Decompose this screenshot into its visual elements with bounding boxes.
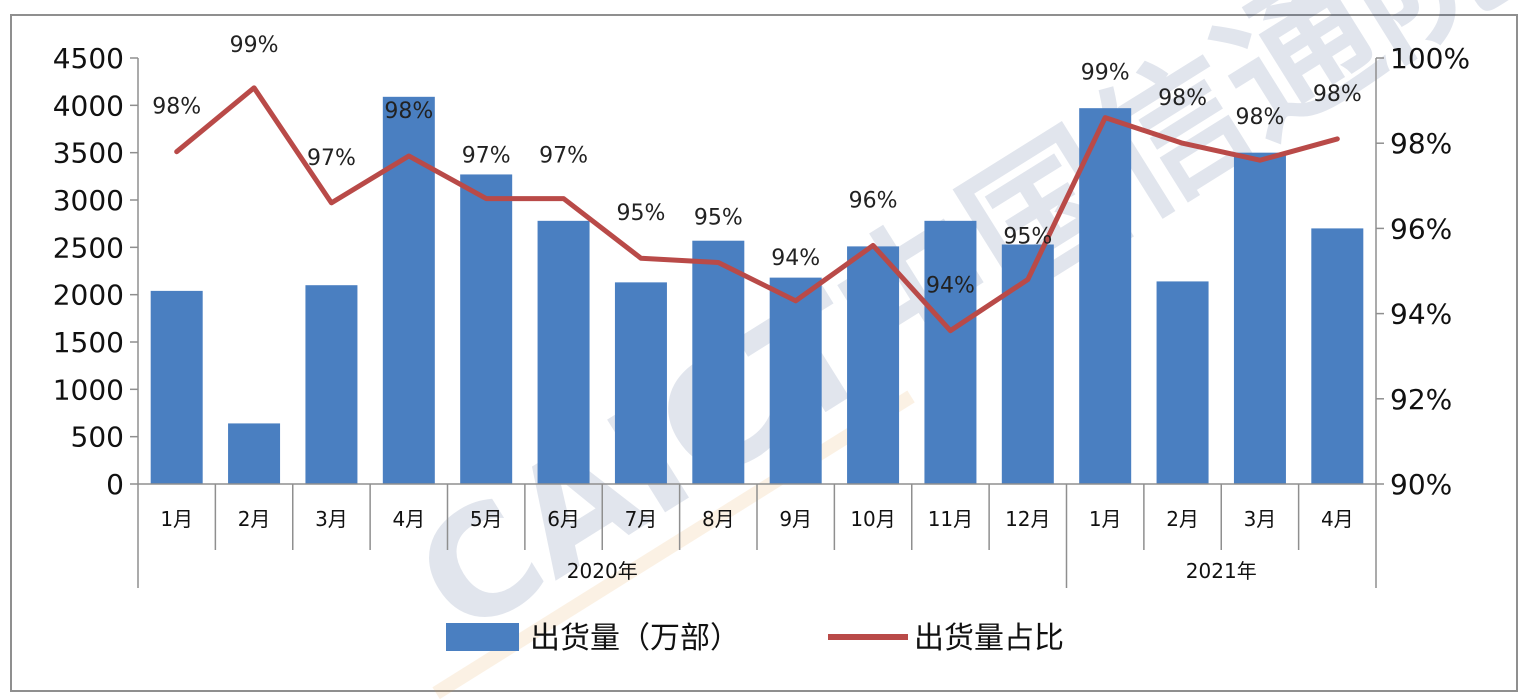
x-tick-label: 2月 xyxy=(1166,507,1199,531)
bar xyxy=(305,285,358,484)
year-group-label: 2021年 xyxy=(1186,559,1257,583)
bar xyxy=(228,423,281,484)
bar xyxy=(1311,228,1364,484)
data-label: 95% xyxy=(616,201,665,226)
x-tick-label: 11月 xyxy=(928,507,973,531)
left-tick-label: 2500 xyxy=(53,231,124,264)
data-label: 98% xyxy=(1313,82,1362,107)
data-label: 99% xyxy=(230,33,279,58)
left-tick-label: 1500 xyxy=(53,326,124,359)
data-label: 95% xyxy=(694,205,743,230)
x-tick-label: 10月 xyxy=(850,507,895,531)
bar xyxy=(614,282,667,484)
x-tick-label: 5月 xyxy=(470,507,503,531)
legend-bar-swatch xyxy=(446,623,519,651)
legend-bar-label: 出货量（万部） xyxy=(530,621,740,656)
bar xyxy=(1001,244,1054,484)
x-tick-label: 1月 xyxy=(1089,507,1122,531)
x-tick-label: 8月 xyxy=(702,507,735,531)
x-tick-label: 4月 xyxy=(1321,507,1354,531)
line-layer xyxy=(174,85,1340,334)
bar xyxy=(1156,281,1209,484)
legend-line-label: 出货量占比 xyxy=(914,621,1064,656)
bar xyxy=(769,277,822,484)
data-label: 95% xyxy=(1003,225,1052,250)
data-labels-layer: 98% 99% 97% 98% 97% 97% 95% 95% 94% 96% 94% 95% 99% 9… xyxy=(152,33,1362,299)
data-label: 98% xyxy=(152,95,201,120)
bar xyxy=(537,220,590,484)
right-tick-label: 100% xyxy=(1390,42,1470,75)
right-tick-label: 94% xyxy=(1390,298,1452,331)
left-tick-label: 500 xyxy=(71,421,124,454)
axes-layer: 0 500 1000 1500 2000 2500 3000 3500 4000 4500 90% 9… xyxy=(53,42,1470,588)
bars-layer xyxy=(150,96,1364,485)
left-tick-label: 3000 xyxy=(53,184,124,217)
x-tick-label: 3月 xyxy=(1244,507,1277,531)
data-label: 98% xyxy=(1235,105,1284,130)
x-tick-label: 6月 xyxy=(547,507,580,531)
data-label: 97% xyxy=(539,144,588,169)
data-label: 94% xyxy=(926,274,975,299)
bar xyxy=(1233,152,1286,484)
right-tick-label: 98% xyxy=(1390,127,1452,160)
bar xyxy=(382,96,435,485)
share-line xyxy=(174,85,1340,334)
bar xyxy=(847,246,900,484)
year-group-label: 2020年 xyxy=(567,559,638,583)
x-tick-label: 7月 xyxy=(625,507,658,531)
x-tick-label: 3月 xyxy=(315,507,348,531)
bar xyxy=(1079,108,1132,484)
data-label: 98% xyxy=(384,99,433,124)
right-tick-label: 90% xyxy=(1390,468,1452,501)
left-tick-label: 1000 xyxy=(53,373,124,406)
data-label: 97% xyxy=(307,146,356,171)
data-label: 97% xyxy=(462,144,511,169)
bar xyxy=(150,290,203,484)
x-tick-label: 1月 xyxy=(160,507,193,531)
data-label: 94% xyxy=(771,246,820,271)
left-tick-label: 4500 xyxy=(53,42,124,75)
data-label: 99% xyxy=(1081,61,1130,86)
data-label: 98% xyxy=(1158,86,1207,111)
x-tick-label: 2月 xyxy=(238,507,271,531)
right-tick-label: 96% xyxy=(1390,212,1452,245)
bar xyxy=(924,220,977,484)
legend: 出货量（万部） 出货量占比 xyxy=(446,621,1064,656)
x-tick-label: 12月 xyxy=(1005,507,1050,531)
data-label: 96% xyxy=(849,188,898,213)
left-tick-label: 2000 xyxy=(53,279,124,312)
left-tick-label: 4000 xyxy=(53,89,124,122)
left-tick-label: 0 xyxy=(106,468,124,501)
right-tick-label: 92% xyxy=(1390,383,1452,416)
bar xyxy=(460,174,513,484)
left-tick-label: 3500 xyxy=(53,137,124,170)
bar xyxy=(692,240,745,484)
x-tick-label: 4月 xyxy=(392,507,425,531)
x-tick-label: 9月 xyxy=(779,507,812,531)
